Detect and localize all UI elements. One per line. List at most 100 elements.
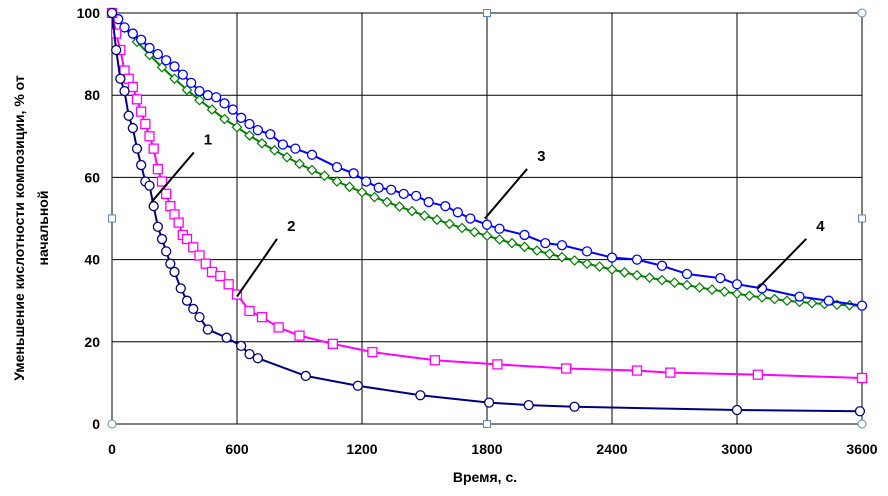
annotation-leader-3: [484, 168, 528, 220]
data-point: [319, 170, 330, 182]
data-point: [136, 106, 147, 117]
annotation-leader-4: [757, 238, 807, 290]
data-point: [344, 181, 355, 193]
data-point: [294, 330, 305, 341]
data-point: [127, 81, 138, 93]
data-point: [681, 279, 693, 291]
data-point: [519, 241, 530, 253]
annotation-label-2: 2: [287, 218, 295, 235]
data-point: [115, 73, 126, 84]
data-point: [706, 284, 718, 295]
data-point: [173, 217, 184, 228]
data-point: [656, 260, 668, 271]
data-point: [731, 279, 743, 290]
data-point: [306, 164, 318, 176]
data-point: [188, 242, 199, 253]
data-point: [606, 264, 618, 275]
data-point: [119, 22, 130, 33]
data-point: [306, 149, 318, 160]
x-tick-label: 0: [108, 441, 116, 457]
data-point: [440, 201, 451, 212]
data-point: [206, 266, 218, 278]
data-point: [236, 340, 247, 352]
data-point: [169, 61, 180, 72]
data-point: [681, 268, 693, 280]
data-point: [523, 399, 534, 411]
data-point: [481, 230, 493, 242]
data-point: [161, 246, 172, 257]
data-point: [252, 353, 263, 364]
data-point: [136, 159, 147, 171]
data-point: [369, 191, 380, 203]
data-point: [715, 272, 726, 284]
data-point: [219, 98, 230, 109]
data-point: [854, 406, 866, 417]
x-tick-label: 2400: [596, 441, 627, 457]
data-point: [244, 118, 255, 130]
data-point: [352, 380, 363, 391]
data-point: [806, 297, 818, 309]
y-tick-label: 60: [84, 169, 100, 185]
annotation-leader-2: [236, 238, 278, 298]
data-point: [140, 118, 151, 130]
data-point: [194, 250, 205, 261]
data-point: [177, 69, 188, 80]
y-tick-labels: 0 20 40 60 80 100: [77, 5, 101, 432]
data-point: [244, 305, 255, 317]
data-point: [331, 161, 343, 173]
y-tick-label: 20: [84, 334, 100, 350]
y-tick-label: 0: [92, 416, 100, 432]
data-point: [856, 372, 868, 384]
data-point: [494, 223, 505, 234]
data-point: [269, 144, 280, 156]
data-point: [481, 219, 493, 230]
data-point: [136, 34, 147, 45]
data-point: [731, 404, 743, 416]
data-point: [206, 104, 218, 115]
data-point: [219, 113, 230, 125]
data-point: [506, 237, 518, 249]
series-1: [106, 7, 866, 417]
selection-handle: [108, 214, 116, 223]
data-point: [300, 370, 311, 382]
selection-handle: [858, 214, 866, 223]
data-point: [148, 143, 159, 154]
data-point: [161, 55, 172, 66]
data-point: [631, 254, 643, 265]
data-point: [423, 196, 434, 208]
data-point: [131, 143, 143, 154]
data-point: [161, 188, 172, 199]
data-point: [406, 205, 418, 217]
annotations: 1 2 3 4: [150, 132, 825, 298]
data-point: [119, 85, 130, 97]
data-point: [152, 221, 163, 232]
data-point: [181, 295, 193, 306]
grid: [111, 12, 863, 425]
data-point: [152, 48, 163, 60]
data-point: [619, 266, 630, 278]
data-point: [719, 286, 730, 298]
data-point: [519, 229, 530, 241]
data-point: [294, 158, 305, 170]
data-point: [581, 258, 593, 270]
data-point: [144, 131, 155, 142]
data-point: [148, 201, 159, 212]
data-point: [290, 143, 301, 154]
data-point: [594, 261, 605, 272]
data-point: [494, 234, 505, 245]
data-point: [194, 311, 205, 323]
data-point: [144, 49, 155, 61]
data-point: [540, 238, 551, 249]
data-point: [211, 92, 222, 103]
y-axis-title-line1: Уменьшение кислотности композиции, % от: [11, 75, 27, 381]
data-point: [606, 252, 618, 263]
data-point: [394, 201, 405, 212]
data-point: [469, 226, 480, 238]
data-point: [223, 279, 234, 290]
x-axis-title: Время, с.: [453, 469, 517, 485]
x-tick-label: 600: [225, 441, 249, 457]
data-point: [156, 176, 168, 187]
data-point: [419, 210, 430, 221]
data-point: [356, 186, 368, 198]
data-point: [200, 258, 211, 269]
